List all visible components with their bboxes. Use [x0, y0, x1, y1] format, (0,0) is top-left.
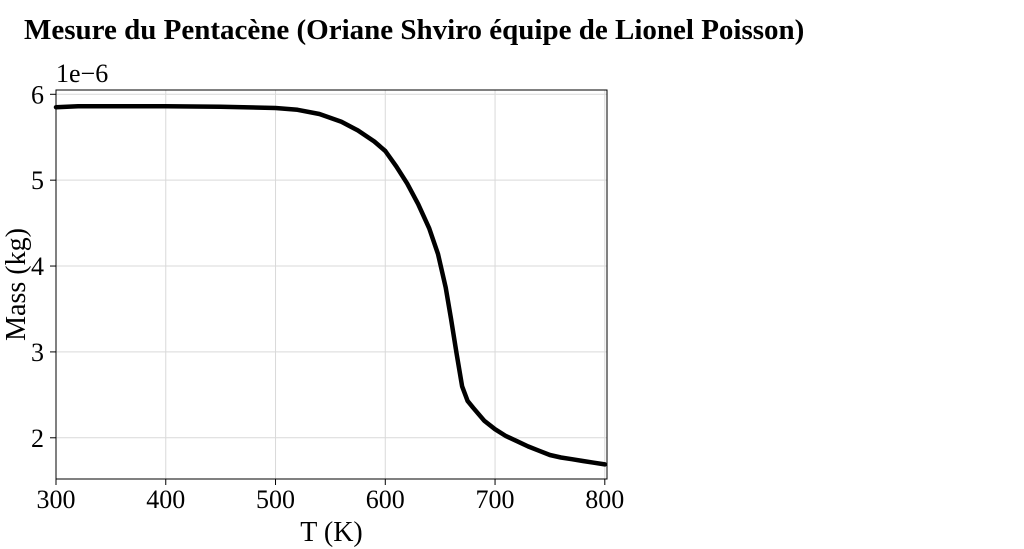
y-axis-multiplier: 1e−6: [56, 59, 108, 88]
data-line-group: [53, 104, 608, 467]
x-axis-title: T (K): [300, 517, 362, 548]
x-tick-label: 300: [37, 485, 76, 514]
y-axis-title: Mass (kg): [1, 228, 32, 341]
x-tick-label: 600: [366, 485, 405, 514]
data-line: [53, 104, 608, 467]
x-tick-label: 400: [146, 485, 185, 514]
y-ticks: 2 3 4 5 6: [31, 80, 56, 453]
x-tick-label: 800: [585, 485, 624, 514]
x-tick-label: 500: [256, 485, 295, 514]
grid: [55, 90, 607, 479]
y-tick-label: 4: [31, 252, 44, 281]
y-tick-label: 2: [31, 424, 44, 453]
plot-frame: [55, 89, 608, 480]
x-tick-label: 700: [476, 485, 515, 514]
y-tick-label: 5: [31, 166, 44, 195]
y-tick-label: 6: [31, 80, 44, 109]
chart-title: Mesure du Pentacène (Oriane Shviro équip…: [24, 14, 805, 46]
y-tick-label: 3: [31, 338, 44, 367]
x-ticks: 300 400 500 600 700 800: [37, 479, 624, 514]
